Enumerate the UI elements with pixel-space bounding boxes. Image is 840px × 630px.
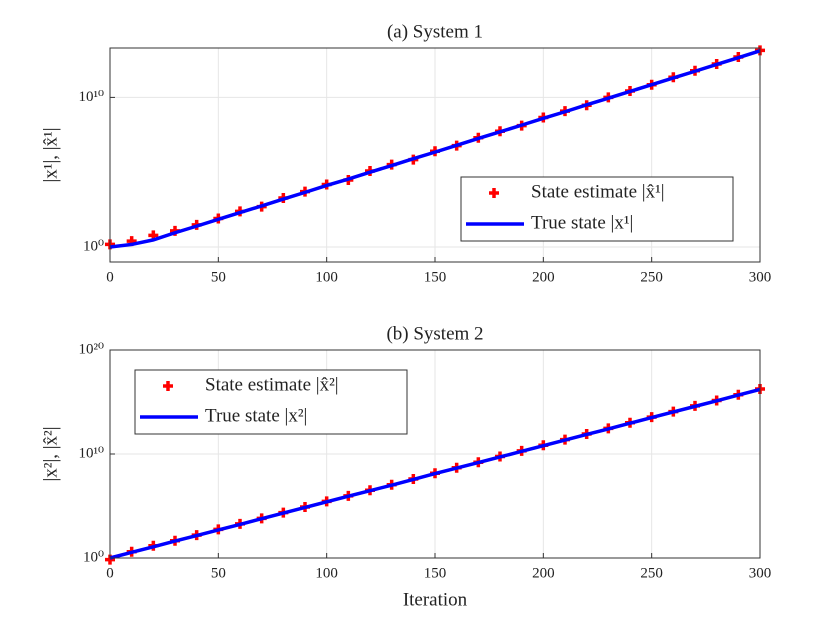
y-axis-label: |x¹|, |x̂¹|: [40, 127, 61, 182]
legend-label: State estimate |x̂¹|: [531, 181, 665, 202]
subplot-title: (b) System 2: [386, 323, 483, 344]
legend-label: State estimate |x̂²|: [205, 374, 339, 395]
x-tick-label: 50: [211, 269, 226, 285]
y-tick-label: 10¹⁰: [78, 89, 104, 105]
legend-box: [460, 176, 734, 242]
x-tick-label: 100: [315, 565, 338, 581]
y-tick-label: 10⁰: [83, 549, 104, 565]
legend-label: True state |x¹|: [531, 212, 633, 233]
series-line: [109, 49, 761, 249]
x-tick-label: 300: [749, 565, 772, 581]
x-tick-label: 0: [106, 565, 114, 581]
x-tick-label: 50: [211, 565, 226, 581]
series-line: [109, 387, 761, 560]
x-tick-label: 150: [424, 269, 447, 285]
x-tick-label: 300: [749, 269, 772, 285]
y-tick-label: 10¹⁰: [78, 445, 104, 461]
y-tick-label: 10⁰: [83, 238, 104, 254]
x-tick-label: 0: [106, 269, 114, 285]
x-tick-label: 100: [315, 269, 338, 285]
x-axis-label: Iteration: [403, 589, 468, 610]
x-tick-label: 200: [532, 269, 555, 285]
x-tick-label: 250: [640, 565, 663, 581]
x-tick-label: 200: [532, 565, 555, 581]
legend-marker: [489, 188, 499, 198]
legend-label: True state |x²|: [205, 405, 307, 426]
y-axis-label: |x²|, |x̂²|: [40, 426, 61, 481]
axes-box: [109, 349, 761, 559]
x-tick-label: 150: [424, 565, 447, 581]
subplot: 0 50 100 150 200 250 300 10⁰ 10¹⁰ (a) System 1 |x¹…: [40, 21, 771, 285]
subplot-title: (a) System 1: [387, 21, 483, 42]
x-tick-label: 250: [640, 269, 663, 285]
axes-box: [109, 47, 761, 263]
subplot: 0 50 100 150 200 250 300 10⁰ 10¹⁰ 10²⁰ (b) System …: [40, 323, 771, 610]
y-tick-label: 10²⁰: [78, 341, 104, 357]
legend-box: [134, 369, 408, 435]
legend-marker: [163, 381, 173, 391]
